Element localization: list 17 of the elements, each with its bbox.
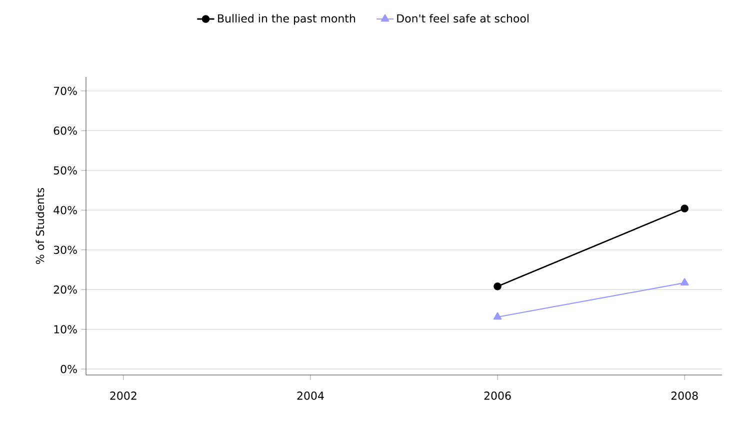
x-tick-label: 2006 bbox=[484, 392, 511, 400]
y-tick-label: 70% bbox=[54, 86, 77, 96]
y-tick-label: 0% bbox=[60, 364, 77, 374]
y-tick-label: 10% bbox=[54, 325, 77, 334]
y-tick-label: 50% bbox=[54, 166, 77, 175]
point bbox=[680, 204, 688, 212]
x-tick-label: 2008 bbox=[671, 392, 698, 400]
point bbox=[494, 282, 502, 290]
y-tick-label: 60% bbox=[54, 126, 77, 135]
y-axis-title: % of Students bbox=[36, 188, 44, 264]
legend-label: Don't feel safe at school bbox=[397, 14, 528, 23]
x-tick-label: 2004 bbox=[297, 392, 324, 400]
y-tick-label: 20% bbox=[54, 285, 77, 294]
legend-label: Bullied in the past month bbox=[218, 14, 356, 25]
y-tick-label: 30% bbox=[54, 246, 77, 254]
y-tick-label: 40% bbox=[54, 206, 77, 214]
x-tick-label: 2002 bbox=[110, 392, 136, 400]
